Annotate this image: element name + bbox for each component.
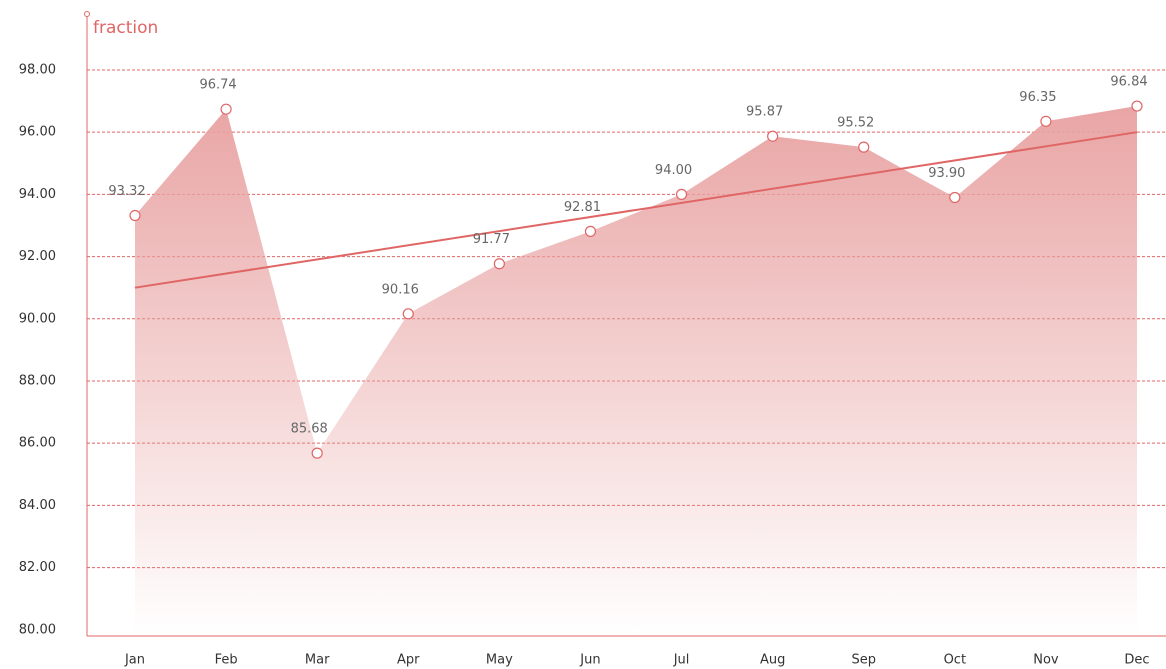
data-label: 92.81: [564, 200, 601, 215]
x-tick-label: Oct: [944, 653, 966, 668]
y-tick-label: 94.00: [19, 187, 56, 202]
x-tick-label: Feb: [215, 653, 238, 668]
x-tick-label: Mar: [305, 653, 330, 668]
data-point: [584, 225, 597, 237]
data-point: [129, 209, 141, 222]
y-tick-label: 96.00: [19, 125, 56, 140]
data-point: [949, 191, 961, 204]
data-label: 91.77: [473, 232, 510, 247]
x-tick-label: May: [486, 653, 513, 668]
y-tick-label: 80.00: [19, 622, 56, 637]
x-tick-label: Sep: [851, 653, 876, 668]
y-tick-label: 92.00: [19, 249, 56, 264]
data-label: 85.68: [291, 422, 328, 437]
data-label: 93.32: [108, 184, 145, 199]
data-point: [858, 141, 870, 153]
data-point: [675, 188, 688, 200]
y-axis-cap: [84, 11, 90, 17]
data-label: 96.84: [1110, 75, 1147, 90]
data-label: 93.90: [928, 166, 965, 181]
data-label: 95.87: [746, 105, 783, 120]
data-point: [493, 258, 505, 270]
data-point: [1131, 100, 1143, 112]
x-tick-label: Dec: [1124, 653, 1149, 668]
y-tick-label: 84.00: [19, 498, 56, 513]
x-tick-label: Apr: [397, 653, 420, 668]
y-axis-title: fraction: [93, 18, 158, 38]
y-tick-label: 98.00: [19, 62, 56, 77]
x-tick-label: Jul: [673, 653, 690, 668]
data-label: 95.52: [837, 116, 874, 131]
x-tick-label: Nov: [1033, 653, 1059, 668]
data-label: 94.00: [655, 163, 692, 178]
data-label: 96.35: [1019, 90, 1056, 105]
data-label: 96.74: [199, 78, 236, 93]
data-label: 90.16: [382, 282, 419, 297]
x-tick-label: Jan: [124, 653, 145, 668]
data-point: [311, 447, 323, 459]
data-point: [402, 308, 414, 320]
trend-line: [134, 131, 1138, 289]
data-point: [220, 103, 232, 115]
x-tick-label: Aug: [760, 653, 785, 668]
area-fill: [135, 106, 1137, 636]
y-tick-label: 88.00: [19, 373, 56, 388]
data-point: [767, 130, 779, 142]
y-tick-label: 86.00: [19, 436, 56, 451]
y-tick-label: 82.00: [19, 560, 56, 575]
data-point: [1040, 115, 1052, 127]
x-tick-label: Jun: [579, 653, 600, 668]
y-tick-label: 90.00: [19, 311, 56, 326]
